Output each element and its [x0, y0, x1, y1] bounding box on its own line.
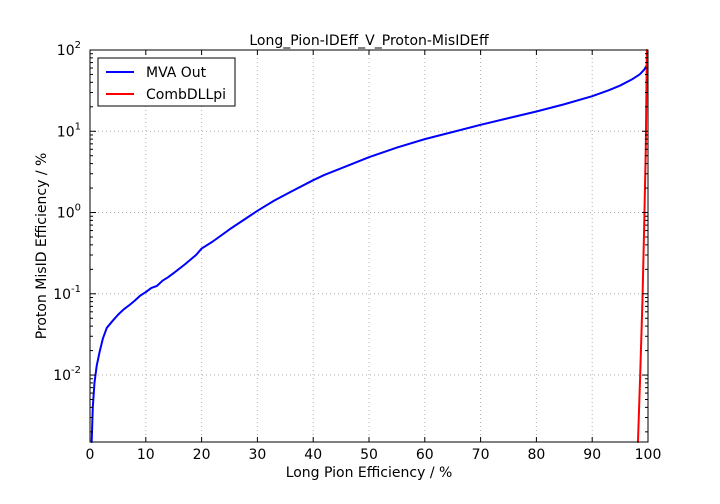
x-axis-label: Long Pion Efficiency / %	[286, 465, 453, 481]
legend-box	[97, 57, 236, 107]
y-tick-label: 10-2	[53, 365, 81, 384]
x-tick-label: 10	[137, 447, 155, 463]
x-tick-label: 60	[416, 447, 434, 463]
plot-area-frame	[89, 49, 649, 443]
x-tick-label: 0	[86, 447, 95, 463]
series-line-mva-out	[90, 64, 648, 443]
x-tick-label: 30	[248, 447, 266, 463]
x-tick-label: 90	[583, 447, 601, 463]
legend: MVA Out CombDLLpi	[97, 57, 236, 107]
legend-label-combdllpi: CombDLLpi	[146, 87, 226, 103]
y-axis-label: Proton MisID Efficiency / %	[34, 153, 50, 340]
chart-title: Long_Pion-IDEff_V_Proton-MisIDEff	[249, 33, 489, 49]
y-tick-label: 102	[57, 40, 81, 59]
series-lines	[90, 49, 648, 443]
y-tick-label: 100	[57, 203, 81, 222]
series-line-combdllpi	[636, 49, 648, 443]
y-tick-label: 10-1	[53, 284, 81, 303]
x-tick-label: 80	[527, 447, 545, 463]
x-tick-label: 40	[304, 447, 322, 463]
legend-label-mva-out: MVA Out	[146, 65, 207, 81]
y-tick-label: 101	[57, 121, 81, 140]
x-tick-label: 50	[360, 447, 378, 463]
x-tick-label: 100	[635, 447, 662, 463]
x-tick-label: 70	[472, 447, 490, 463]
axis-ticks: 0 10 20 30 40 50 60 70 80 90 100 10-2 10-1 100 101 102	[53, 40, 661, 463]
x-tick-label: 20	[193, 447, 211, 463]
